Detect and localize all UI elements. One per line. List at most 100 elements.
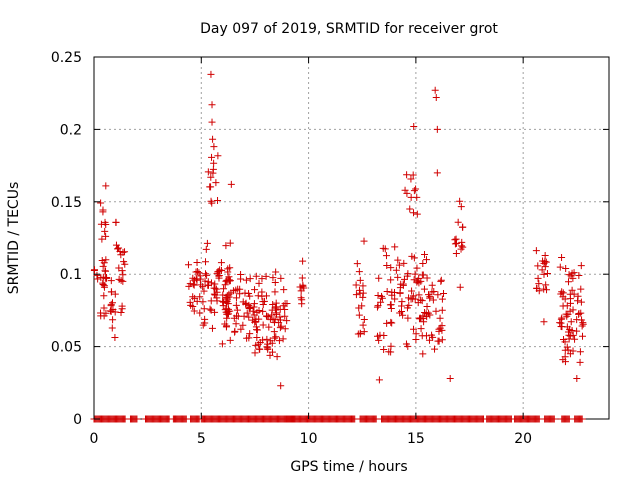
data-point bbox=[360, 237, 368, 245]
data-point bbox=[559, 302, 567, 310]
data-point bbox=[566, 332, 574, 340]
data-point bbox=[245, 313, 253, 321]
data-point bbox=[207, 173, 215, 181]
data-point bbox=[275, 337, 283, 345]
data-point bbox=[264, 345, 272, 353]
data-point bbox=[251, 349, 259, 357]
data-point bbox=[573, 374, 581, 382]
data-point bbox=[532, 247, 540, 255]
data-point bbox=[407, 193, 415, 201]
data-point bbox=[534, 262, 542, 270]
data-point bbox=[233, 306, 241, 314]
data-point bbox=[415, 291, 423, 299]
data-point bbox=[225, 290, 233, 298]
data-point bbox=[419, 350, 427, 358]
data-point bbox=[118, 305, 126, 313]
data-point bbox=[382, 252, 390, 260]
data-point bbox=[94, 275, 102, 283]
data-point bbox=[202, 245, 210, 253]
data-point bbox=[204, 278, 212, 286]
data-point bbox=[413, 210, 421, 218]
data-point bbox=[111, 308, 119, 316]
data-point bbox=[408, 287, 416, 295]
grid-lines bbox=[94, 57, 609, 419]
data-point bbox=[190, 307, 198, 315]
data-point bbox=[215, 274, 223, 282]
data-point bbox=[573, 316, 581, 324]
data-point bbox=[246, 275, 254, 283]
data-point bbox=[210, 159, 218, 167]
data-point bbox=[419, 260, 427, 268]
data-point bbox=[213, 297, 221, 305]
data-point bbox=[432, 307, 440, 315]
data-point bbox=[121, 248, 129, 256]
data-point bbox=[214, 268, 222, 276]
data-point bbox=[246, 330, 254, 338]
data-point bbox=[107, 277, 115, 285]
data-point bbox=[402, 340, 410, 348]
data-point bbox=[420, 285, 428, 293]
data-point bbox=[576, 348, 584, 356]
data-point bbox=[410, 123, 418, 131]
data-point bbox=[574, 292, 582, 300]
data-point bbox=[241, 289, 249, 297]
data-point bbox=[253, 334, 261, 342]
data-point bbox=[567, 318, 575, 326]
y-tick-label: 0.25 bbox=[51, 50, 82, 66]
data-point bbox=[453, 239, 461, 247]
data-point bbox=[239, 321, 247, 329]
data-point bbox=[359, 321, 367, 329]
data-point bbox=[232, 286, 240, 294]
data-point bbox=[277, 382, 285, 390]
data-point bbox=[435, 327, 443, 335]
data-point bbox=[113, 245, 121, 253]
data-point bbox=[221, 320, 229, 328]
data-point bbox=[406, 205, 414, 213]
data-point bbox=[394, 273, 402, 281]
data-point bbox=[211, 291, 219, 299]
data-point bbox=[259, 321, 267, 329]
data-point bbox=[209, 169, 217, 177]
data-point bbox=[218, 340, 226, 348]
data-point bbox=[377, 298, 385, 306]
data-point bbox=[566, 290, 574, 298]
data-point bbox=[109, 316, 117, 324]
data-point bbox=[400, 275, 408, 283]
y-tick-label: 0 bbox=[73, 412, 82, 428]
data-point bbox=[421, 250, 429, 258]
data-point bbox=[272, 268, 280, 276]
data-point bbox=[102, 220, 110, 228]
x-tick-label: 20 bbox=[514, 431, 532, 447]
data-point bbox=[239, 298, 247, 306]
data-point bbox=[196, 309, 204, 317]
y-axis-label: SRMTID / TECUs bbox=[6, 182, 22, 295]
data-point bbox=[208, 153, 216, 161]
data-point bbox=[98, 235, 106, 243]
data-point bbox=[255, 315, 263, 323]
data-point bbox=[383, 287, 391, 295]
data-point bbox=[232, 301, 240, 309]
data-point bbox=[279, 335, 287, 343]
data-point bbox=[437, 276, 445, 284]
data-point bbox=[276, 305, 284, 313]
data-point bbox=[226, 336, 234, 344]
data-point bbox=[417, 296, 425, 304]
data-point bbox=[277, 322, 285, 330]
data-point bbox=[375, 336, 383, 344]
data-point bbox=[210, 143, 218, 151]
data-point bbox=[263, 335, 271, 343]
data-point bbox=[577, 285, 585, 293]
data-point bbox=[186, 298, 194, 306]
data-point bbox=[200, 305, 208, 313]
data-point bbox=[352, 291, 360, 299]
data-point bbox=[202, 270, 210, 278]
data-point bbox=[207, 197, 215, 205]
data-point bbox=[410, 276, 418, 284]
data-point bbox=[438, 326, 446, 334]
data-point bbox=[271, 334, 279, 342]
data-point bbox=[211, 280, 219, 288]
data-point bbox=[565, 271, 573, 279]
data-point bbox=[430, 287, 438, 295]
data-point bbox=[115, 275, 123, 283]
x-tick-label: 0 bbox=[90, 431, 99, 447]
